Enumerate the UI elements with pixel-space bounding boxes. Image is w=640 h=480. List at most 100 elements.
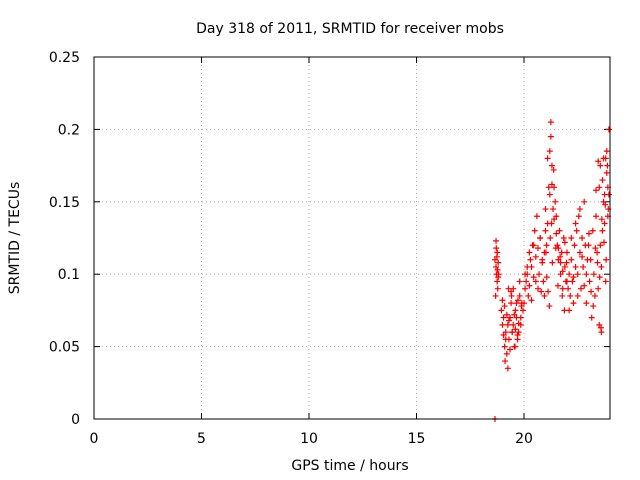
- data-point: [525, 292, 532, 299]
- data-point: [595, 285, 602, 292]
- data-point: [516, 278, 523, 285]
- data-point: [516, 292, 523, 299]
- data-point: [503, 350, 510, 357]
- data-point: [547, 133, 554, 140]
- data-point: [519, 307, 526, 314]
- data-point: [495, 274, 502, 281]
- data-point: [559, 292, 566, 299]
- data-point: [534, 245, 541, 252]
- data-point: [505, 285, 512, 292]
- data-point: [583, 271, 590, 278]
- data-point: [603, 256, 610, 263]
- data-point: [590, 271, 597, 278]
- data-point: [543, 274, 550, 281]
- data-point: [593, 213, 600, 220]
- data-point: [511, 343, 518, 350]
- data-point: [572, 220, 579, 227]
- data-point: [507, 346, 514, 353]
- y-tick-label: 0.2: [58, 122, 80, 138]
- data-point: [594, 259, 601, 266]
- data-point: [512, 326, 519, 333]
- data-point: [528, 297, 535, 304]
- data-point: [552, 245, 559, 252]
- data-point: [559, 285, 566, 292]
- data-point: [537, 235, 544, 241]
- data-point: [576, 249, 583, 256]
- data-point: [602, 278, 609, 285]
- data-point: [541, 292, 548, 299]
- data-point: [542, 227, 549, 234]
- data-point: [499, 321, 506, 328]
- data-point: [563, 259, 570, 266]
- data-point: [532, 253, 539, 260]
- data-point: [559, 268, 566, 275]
- data-point: [588, 288, 595, 295]
- data-point: [577, 285, 584, 292]
- data-point: [597, 242, 604, 249]
- data-point: [527, 256, 534, 263]
- data-point: [566, 271, 573, 278]
- plot-area-frame: [93, 56, 611, 420]
- data-point: [494, 285, 501, 292]
- data-point: [538, 288, 545, 295]
- y-tick-label: 0.15: [49, 195, 80, 211]
- data-point: [599, 177, 606, 184]
- data-point: [545, 184, 552, 191]
- data-point: [523, 278, 530, 285]
- data-point: [596, 274, 603, 281]
- data-point: [572, 263, 579, 270]
- chart-title: Day 318 of 2011, SRMTID for receiver mob…: [196, 21, 504, 37]
- data-points: [491, 119, 612, 422]
- data-point: [604, 162, 611, 169]
- data-point: [588, 314, 595, 321]
- data-point: [571, 242, 578, 249]
- data-point: [515, 329, 522, 336]
- data-point: [503, 311, 510, 318]
- data-point: [521, 300, 527, 307]
- data-point: [597, 162, 604, 169]
- data-point: [539, 256, 546, 263]
- data-point: [586, 278, 593, 285]
- data-point: [522, 285, 529, 292]
- data-point: [548, 162, 555, 169]
- data-point: [509, 329, 516, 336]
- data-point: [501, 343, 508, 350]
- data-point: [570, 300, 577, 307]
- data-point: [542, 206, 549, 213]
- data-point: [493, 253, 500, 260]
- y-tick-label: 0: [71, 412, 80, 428]
- data-point: [598, 216, 605, 223]
- data-point: [514, 297, 521, 304]
- data-point: [536, 271, 543, 278]
- data-point: [585, 242, 592, 249]
- data-point: [605, 126, 612, 133]
- x-tick-label: 10: [300, 431, 318, 447]
- data-point: [526, 249, 533, 256]
- data-point: [533, 213, 540, 220]
- gridlines: [94, 57, 610, 419]
- data-point: [600, 239, 607, 246]
- data-point: [505, 317, 512, 324]
- data-point: [558, 249, 565, 256]
- data-point: [552, 198, 559, 205]
- data-point: [564, 249, 570, 256]
- data-point: [530, 242, 537, 249]
- data-point: [591, 292, 598, 299]
- data-point: [502, 329, 509, 336]
- data-point: [573, 227, 580, 234]
- data-point: [507, 314, 514, 321]
- data-point: [601, 220, 608, 227]
- data-point: [542, 249, 549, 256]
- data-point: [580, 263, 587, 270]
- x-tick-label: 5: [197, 431, 206, 447]
- data-point: [581, 282, 588, 289]
- y-axis-label: SRMTID / TECUs: [7, 182, 23, 295]
- data-point: [502, 336, 509, 343]
- y-tick-label: 0.05: [49, 340, 80, 356]
- data-point: [526, 282, 533, 289]
- data-point: [557, 253, 564, 260]
- data-point: [504, 365, 511, 372]
- data-point: [492, 292, 499, 299]
- data-point: [566, 307, 573, 314]
